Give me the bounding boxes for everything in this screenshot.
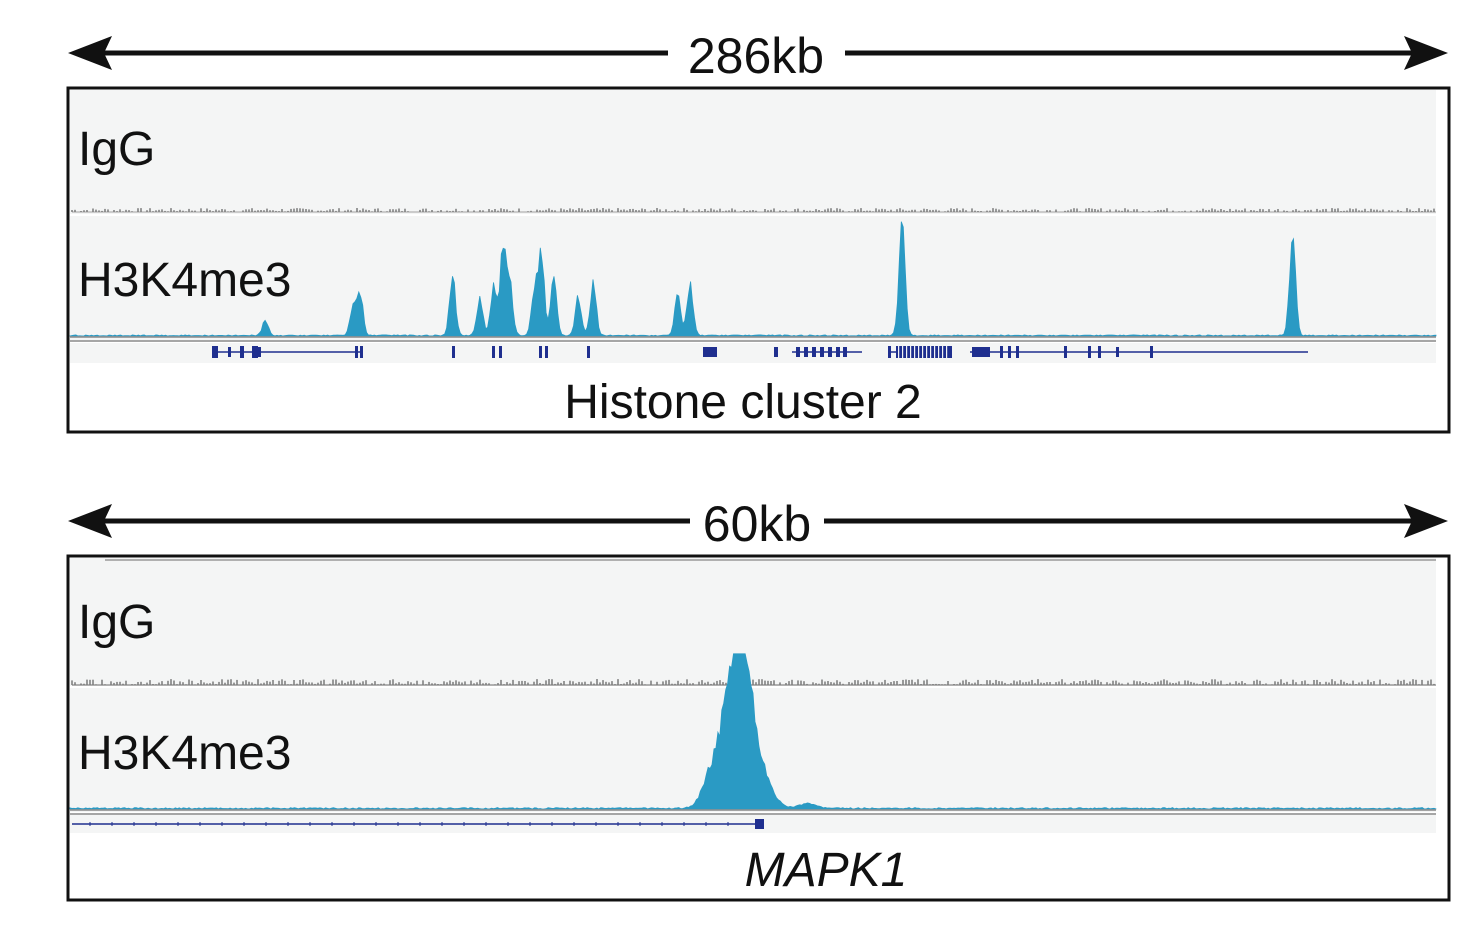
gene-exon [836,347,840,357]
gene-exon [972,347,990,357]
igg-signal [71,208,1435,212]
gene-exon [1150,346,1153,358]
gene-exon-gap [938,346,940,358]
gene-exon [360,346,363,358]
gene-exon [804,347,808,357]
gene-exon-gap [898,346,900,358]
gene-exon [228,347,231,357]
gene-exon [240,346,244,358]
track-igg-background [70,90,1436,214]
scale-bar-286kb: 286kb [68,28,1448,84]
track-igg-background [70,558,1436,686]
gene-exon [1016,346,1019,358]
gene-track-background [70,343,1436,363]
arrow-left-icon [68,36,112,70]
gene-exon-gap [946,346,948,358]
arrow-left-icon [68,504,112,538]
gene-exon [1088,346,1091,358]
gene-exon [820,347,824,357]
gene-exon-gap [902,346,904,358]
gene-exon [1098,346,1101,358]
gene-exon-gap [942,346,944,358]
gene-exon [703,347,717,357]
gene-exon-gap [910,346,912,358]
igg-signal [71,679,1435,685]
gene-exon [828,347,832,357]
panel-histone-cluster-2: 286kb IgG H3K4me3 Histone cluster 2 [66,28,1451,434]
gene-exon [755,819,764,829]
panel-mapk1: 60kb IgG H3K4me3 MAPK1 [66,496,1451,902]
scale-label: 60kb [703,496,811,552]
gene-exon [499,346,502,358]
gene-exon-gap [914,346,916,358]
gene-exon-gap [930,346,932,358]
track-label-igg: IgG [78,123,155,176]
gene-model [72,819,764,829]
gene-exon [812,347,816,357]
h3k4me3-signal [69,221,1437,337]
gene-exon-gap [922,346,924,358]
track-h3k4me3-background [70,216,1436,340]
gene-exon [796,347,800,357]
track-label-igg: IgG [78,596,155,649]
gene-exon-gap [906,346,908,358]
gene-exon [355,346,358,358]
gene-exon [1116,347,1119,357]
gene-exon-gap [926,346,928,358]
gene-exon [843,347,847,357]
arrow-right-icon [1404,504,1448,538]
gene-model [212,346,1308,358]
gene-exon-gap [918,346,920,358]
track-label-h3k4me3: H3K4me3 [78,727,291,780]
gene-exon [258,347,261,357]
gene-label: Histone cluster 2 [564,376,922,429]
gene-exon [452,346,455,358]
gene-exon [1064,346,1067,358]
gene-exon [252,346,258,358]
gene-exon [1000,346,1003,358]
arrow-right-icon [1404,36,1448,70]
gene-exon [888,346,891,358]
gene-exon [492,346,495,358]
gene-exon [896,346,952,358]
gene-exon [212,346,218,358]
scale-bar-60kb: 60kb [68,496,1448,552]
h3k4me3-signal [69,653,1437,810]
gene-exon [545,346,548,358]
track-label-h3k4me3: H3K4me3 [78,254,291,307]
gene-exon [539,346,542,358]
gene-exon [1008,346,1011,358]
gene-exon-gap [934,346,936,358]
scale-label: 286kb [688,28,824,84]
gene-exon [774,347,778,357]
gene-exon [587,346,590,358]
gene-label: MAPK1 [745,844,908,897]
